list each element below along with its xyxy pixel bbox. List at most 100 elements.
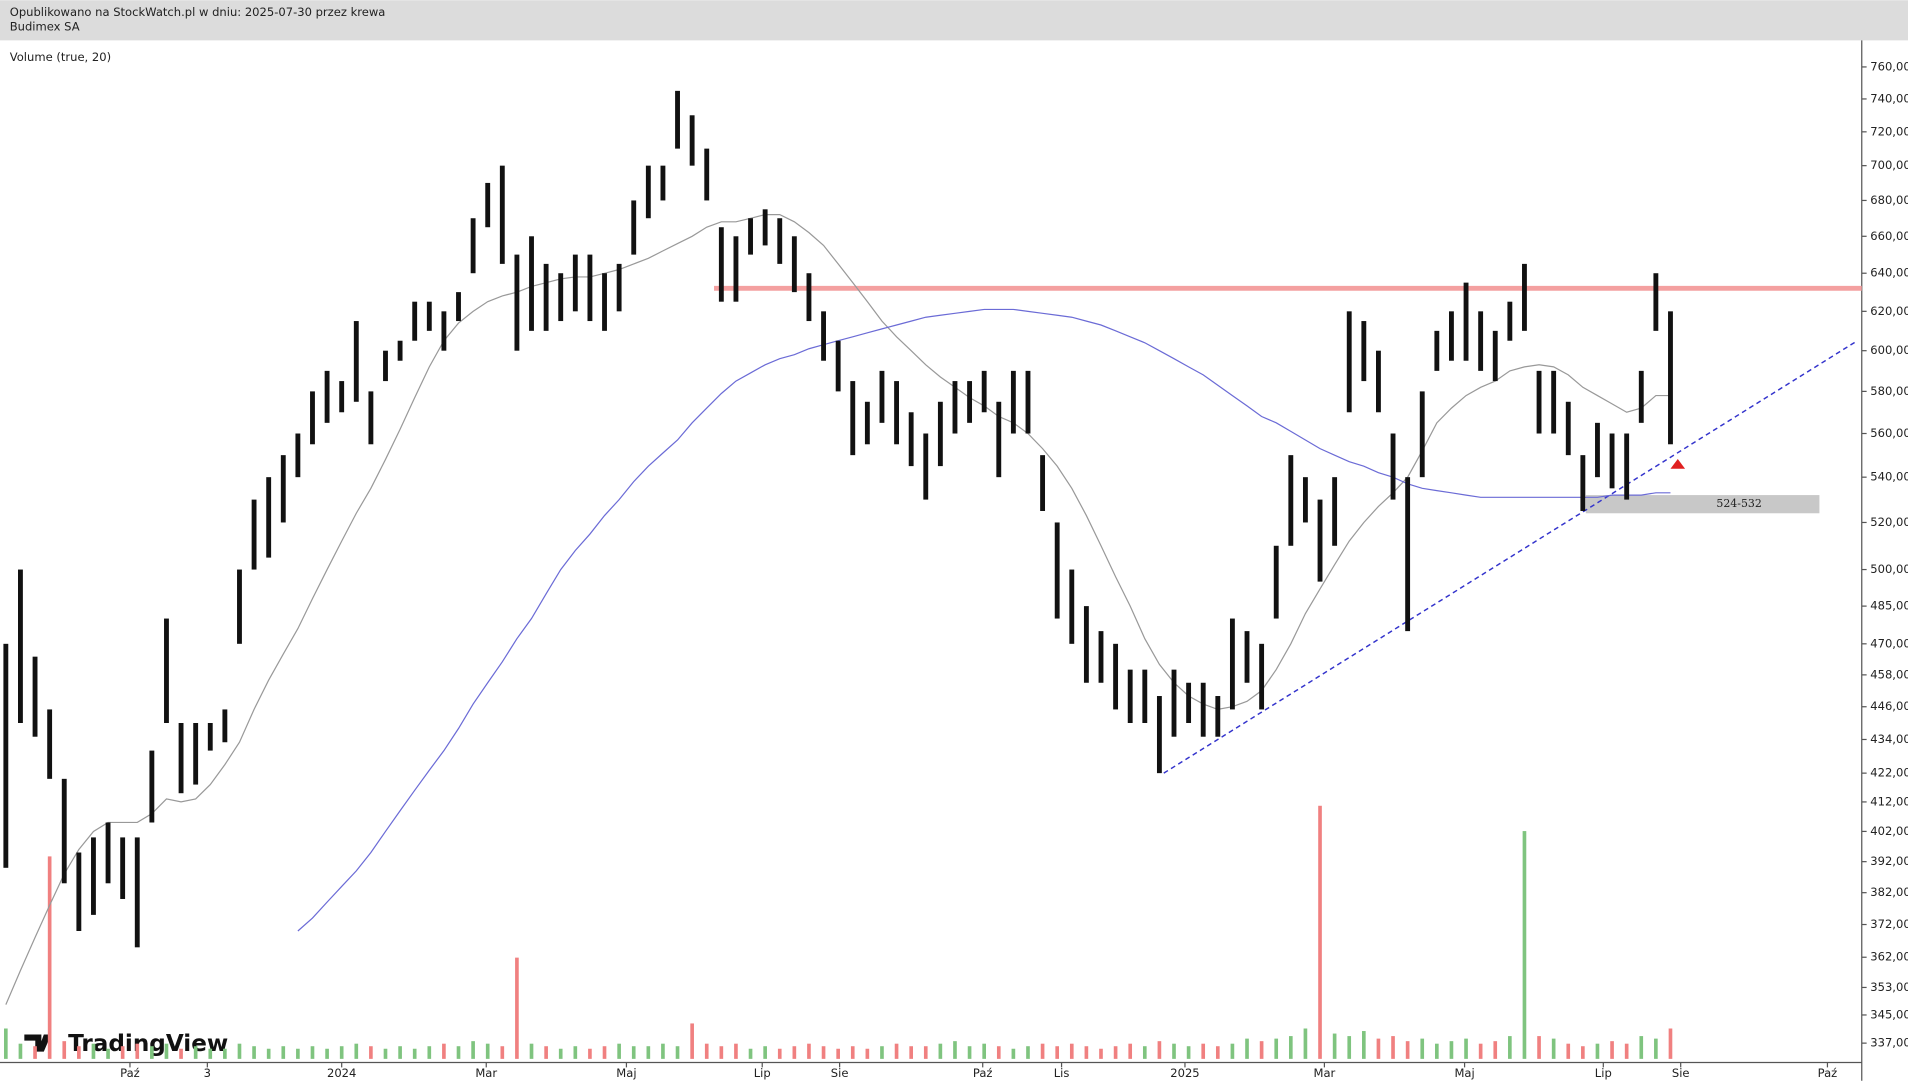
volume-bar — [909, 1046, 913, 1059]
volume-bar — [719, 1046, 724, 1059]
x-tick-label: 3 — [204, 1066, 211, 1080]
price-bar — [908, 412, 914, 467]
price-bar — [762, 209, 768, 246]
price-bar — [1478, 311, 1484, 371]
price-bar — [558, 273, 564, 322]
price-bar — [514, 254, 520, 351]
price-bar — [397, 340, 403, 361]
volume-bar — [1055, 1046, 1060, 1059]
volume-bar — [1288, 1036, 1293, 1059]
price-bar — [222, 709, 228, 743]
volume-bar — [281, 1046, 286, 1059]
volume-bar — [339, 1046, 344, 1059]
price-bar — [1127, 669, 1133, 723]
price-bar — [1668, 311, 1673, 445]
volume-bar — [106, 1048, 110, 1059]
volume-bar — [777, 1048, 782, 1059]
volume-bar — [602, 1046, 607, 1059]
price-bar — [426, 301, 432, 331]
volume-bar — [47, 856, 52, 1059]
logo-icon — [24, 1034, 52, 1052]
volume-bar — [1595, 1043, 1600, 1059]
trend-line — [1163, 340, 1858, 774]
y-tick-label: 760,00 — [1870, 59, 1908, 73]
y-tick-label: 740,00 — [1870, 91, 1908, 105]
y-tick-label: 458,00 — [1870, 667, 1908, 681]
price-bar — [543, 263, 549, 331]
price-bar — [237, 569, 242, 644]
y-tick-label: 720,00 — [1870, 124, 1908, 138]
price-bar — [1302, 477, 1308, 523]
price-bar — [1624, 433, 1630, 500]
y-tick-label: 382,00 — [1870, 885, 1908, 899]
volume-bar — [1157, 1041, 1162, 1059]
price-bar — [1200, 682, 1206, 737]
volume-bar — [164, 1043, 169, 1059]
price-bar — [32, 656, 38, 737]
price-bar — [587, 254, 593, 322]
volume-bar — [1435, 1043, 1439, 1059]
volume-bar — [1332, 1033, 1337, 1059]
volume-bar — [558, 1048, 563, 1059]
volume-bar — [193, 1046, 198, 1059]
price-bar — [1273, 545, 1279, 619]
price-bar — [120, 837, 126, 899]
price-bar — [368, 391, 374, 445]
y-tick-label: 680,00 — [1870, 193, 1908, 207]
volume-bar — [1099, 1048, 1103, 1059]
x-tick-label: Paź — [1818, 1066, 1838, 1080]
price-bar — [310, 391, 315, 445]
volume-bar — [1040, 1043, 1045, 1059]
price-bar — [791, 236, 797, 293]
x-tick-label: 2024 — [327, 1066, 356, 1080]
y-tick-label: 520,00 — [1870, 515, 1908, 529]
volume-bar — [252, 1046, 256, 1059]
price-bar — [1229, 618, 1235, 710]
price-bar — [1507, 301, 1513, 341]
price-bar — [1522, 263, 1527, 331]
volume-bar — [91, 1043, 96, 1059]
price-bar — [61, 778, 67, 884]
price-bar — [835, 340, 841, 392]
price-bar — [1638, 370, 1644, 423]
volume-bar — [1026, 1046, 1030, 1059]
volume-bar — [33, 1046, 37, 1059]
volume-bar — [821, 1046, 826, 1059]
volume-bar — [573, 1046, 578, 1059]
price-bar — [178, 722, 184, 794]
volume-bar — [1084, 1046, 1089, 1059]
volume-bar — [120, 1046, 125, 1059]
y-tick-label: 540,00 — [1870, 470, 1908, 484]
price-bar — [1215, 696, 1221, 737]
volume-bar — [471, 1041, 475, 1059]
price-bar — [339, 381, 345, 413]
volume-bar — [1508, 1036, 1512, 1059]
volume-bar — [996, 1046, 1001, 1059]
volume-bar — [1654, 1038, 1658, 1059]
price-bar — [572, 254, 578, 312]
price-bar — [1186, 682, 1192, 723]
x-tick-label: Lip — [1595, 1066, 1612, 1080]
price-bar — [1069, 569, 1075, 644]
volume-bar — [223, 1048, 227, 1059]
moving-average — [5, 214, 1671, 1005]
y-tick-label: 362,00 — [1870, 950, 1908, 964]
price-bar — [718, 227, 724, 302]
volume-bar — [1011, 1048, 1016, 1059]
y-tick-label: 337,00 — [1870, 1036, 1908, 1050]
volume-bar — [1464, 1038, 1468, 1059]
volume-bar — [529, 1043, 534, 1059]
volume-bar — [456, 1046, 461, 1059]
volume-bar — [1172, 1043, 1176, 1059]
price-bar — [1551, 370, 1557, 434]
volume-bar — [544, 1046, 548, 1059]
price-bar — [1113, 643, 1119, 710]
volume-bar — [1128, 1043, 1133, 1059]
y-tick-label: 345,00 — [1870, 1007, 1908, 1021]
volume-bar — [412, 1048, 417, 1059]
x-tick-label: Lis — [1054, 1066, 1070, 1080]
price-bar — [164, 618, 169, 723]
volume-bar — [1230, 1043, 1235, 1059]
price-bar — [748, 218, 753, 255]
volume-bar — [208, 1048, 213, 1059]
